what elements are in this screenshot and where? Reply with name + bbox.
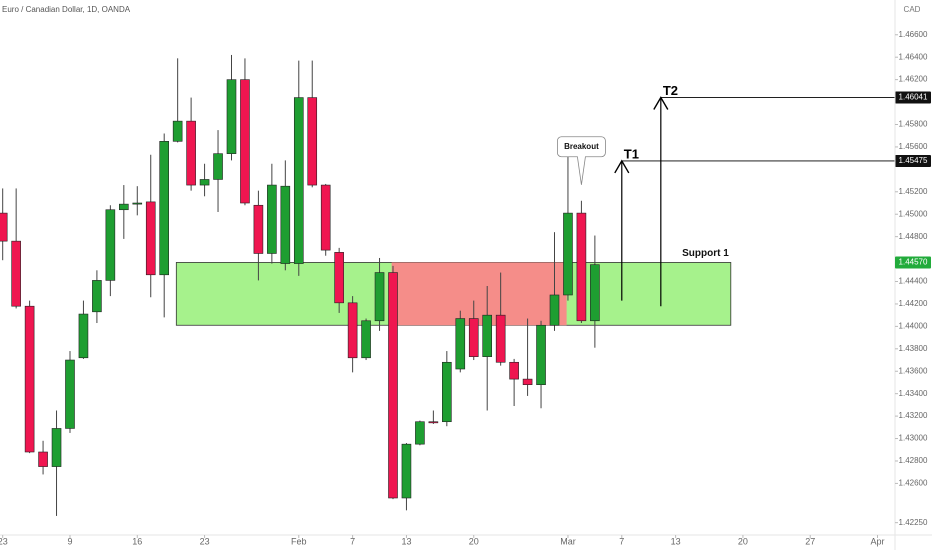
price-label: 1.46041 bbox=[899, 93, 928, 102]
y-tick-label: 1.42600 bbox=[899, 479, 928, 488]
candle-body bbox=[361, 320, 371, 359]
x-tick-label: 23 bbox=[200, 536, 210, 546]
x-tick-label: 20 bbox=[469, 536, 479, 546]
candle-body bbox=[186, 120, 196, 186]
candle-body bbox=[11, 240, 21, 307]
x-tick-label: 23 bbox=[0, 536, 8, 546]
y-tick-label: 1.45000 bbox=[899, 209, 928, 218]
x-tick-label: Feb bbox=[291, 536, 307, 546]
candle-body bbox=[320, 184, 331, 251]
candle-body bbox=[482, 314, 493, 357]
y-tick-label: 1.44000 bbox=[899, 321, 928, 330]
y-tick-label: 1.45200 bbox=[899, 187, 928, 196]
y-tick-label: 1.44800 bbox=[899, 232, 928, 241]
y-tick-label: 1.46200 bbox=[899, 75, 928, 84]
x-tick-label: 27 bbox=[805, 536, 815, 546]
y-tick-label: 1.45600 bbox=[899, 142, 928, 151]
callout: Breakout bbox=[557, 136, 606, 185]
y-tick-label: 1.43200 bbox=[899, 411, 928, 420]
candle-body bbox=[388, 272, 398, 499]
candle-body bbox=[24, 305, 35, 453]
x-tick-label: Mar bbox=[560, 536, 576, 546]
y-tick-label: 1.42800 bbox=[899, 456, 928, 465]
price-label: 1.45475 bbox=[899, 156, 928, 165]
candle-body bbox=[105, 209, 116, 281]
price-label: 1.44570 bbox=[899, 258, 928, 267]
y-tick-label: 1.44200 bbox=[899, 299, 928, 308]
x-tick-label: 9 bbox=[67, 536, 72, 546]
candle-body bbox=[401, 443, 412, 499]
candle-body bbox=[213, 153, 223, 180]
candle-body bbox=[536, 324, 546, 386]
y-tick-label: 1.43800 bbox=[899, 344, 928, 353]
candle-body bbox=[374, 272, 385, 322]
candle-body bbox=[159, 141, 169, 276]
callout-bubble bbox=[557, 136, 606, 185]
candle-body bbox=[119, 203, 129, 211]
zone bbox=[391, 262, 567, 326]
x-tick-label: 13 bbox=[671, 536, 681, 546]
x-tick-label: 13 bbox=[401, 536, 411, 546]
candle-body bbox=[280, 185, 291, 264]
candle-body bbox=[428, 421, 439, 424]
x-tick-label: Apr bbox=[870, 536, 884, 546]
y-tick-label: 1.43600 bbox=[899, 366, 928, 375]
candle-body bbox=[495, 314, 506, 363]
x-tick-label: 7 bbox=[619, 536, 624, 546]
candle-body bbox=[92, 280, 102, 313]
candle-body bbox=[563, 212, 573, 296]
target-name: T1 bbox=[624, 146, 639, 161]
candle-body bbox=[293, 97, 304, 264]
candle-body bbox=[240, 79, 250, 204]
currency: CAD bbox=[904, 5, 921, 14]
arrow-head bbox=[614, 159, 630, 174]
price-box bbox=[895, 154, 931, 167]
target-name: T2 bbox=[663, 83, 678, 98]
candle-body bbox=[199, 179, 210, 186]
candle-body bbox=[0, 212, 8, 242]
candle-body bbox=[468, 318, 479, 357]
price-box bbox=[895, 91, 931, 104]
candle-body bbox=[145, 201, 156, 276]
x-tick-label: 7 bbox=[350, 536, 355, 546]
y-tick-label: 1.46600 bbox=[899, 30, 928, 39]
candle-body bbox=[522, 378, 533, 386]
candle-body bbox=[226, 79, 237, 154]
y-tick-label: 1.46400 bbox=[899, 52, 928, 61]
x-tick-label: 20 bbox=[738, 536, 748, 546]
y-tick-label: 1.43000 bbox=[899, 434, 928, 443]
candle-body bbox=[267, 184, 277, 254]
chart-title: Euro / Canadian Dollar, 1D, OANDA bbox=[2, 5, 131, 14]
candle-body bbox=[334, 252, 344, 304]
candle-body bbox=[509, 361, 519, 380]
candle-body bbox=[51, 428, 62, 467]
candle-body bbox=[172, 120, 183, 142]
y-tick-label: 1.44400 bbox=[899, 277, 928, 286]
zone-label: Support 1 bbox=[682, 248, 729, 259]
candle-body bbox=[442, 361, 452, 423]
candle-body bbox=[549, 294, 560, 326]
y-tick-label: 1.45800 bbox=[899, 120, 928, 129]
callout-text: Breakout bbox=[564, 142, 599, 151]
candle-body bbox=[132, 202, 143, 205]
candle-body bbox=[78, 313, 89, 359]
candle-body bbox=[415, 421, 425, 445]
price-box bbox=[895, 256, 931, 269]
candle-body bbox=[455, 318, 466, 370]
x-tick-label: 16 bbox=[132, 536, 142, 546]
y-tick-label: 1.43400 bbox=[899, 389, 928, 398]
y-tick-label: 1.42250 bbox=[899, 518, 928, 527]
candle-body bbox=[38, 451, 48, 467]
candle-body bbox=[576, 212, 587, 322]
candle-body bbox=[253, 204, 264, 254]
candle-body bbox=[65, 359, 75, 429]
candle-body bbox=[347, 302, 358, 359]
candle-body bbox=[590, 264, 600, 322]
candle-body bbox=[307, 97, 318, 186]
